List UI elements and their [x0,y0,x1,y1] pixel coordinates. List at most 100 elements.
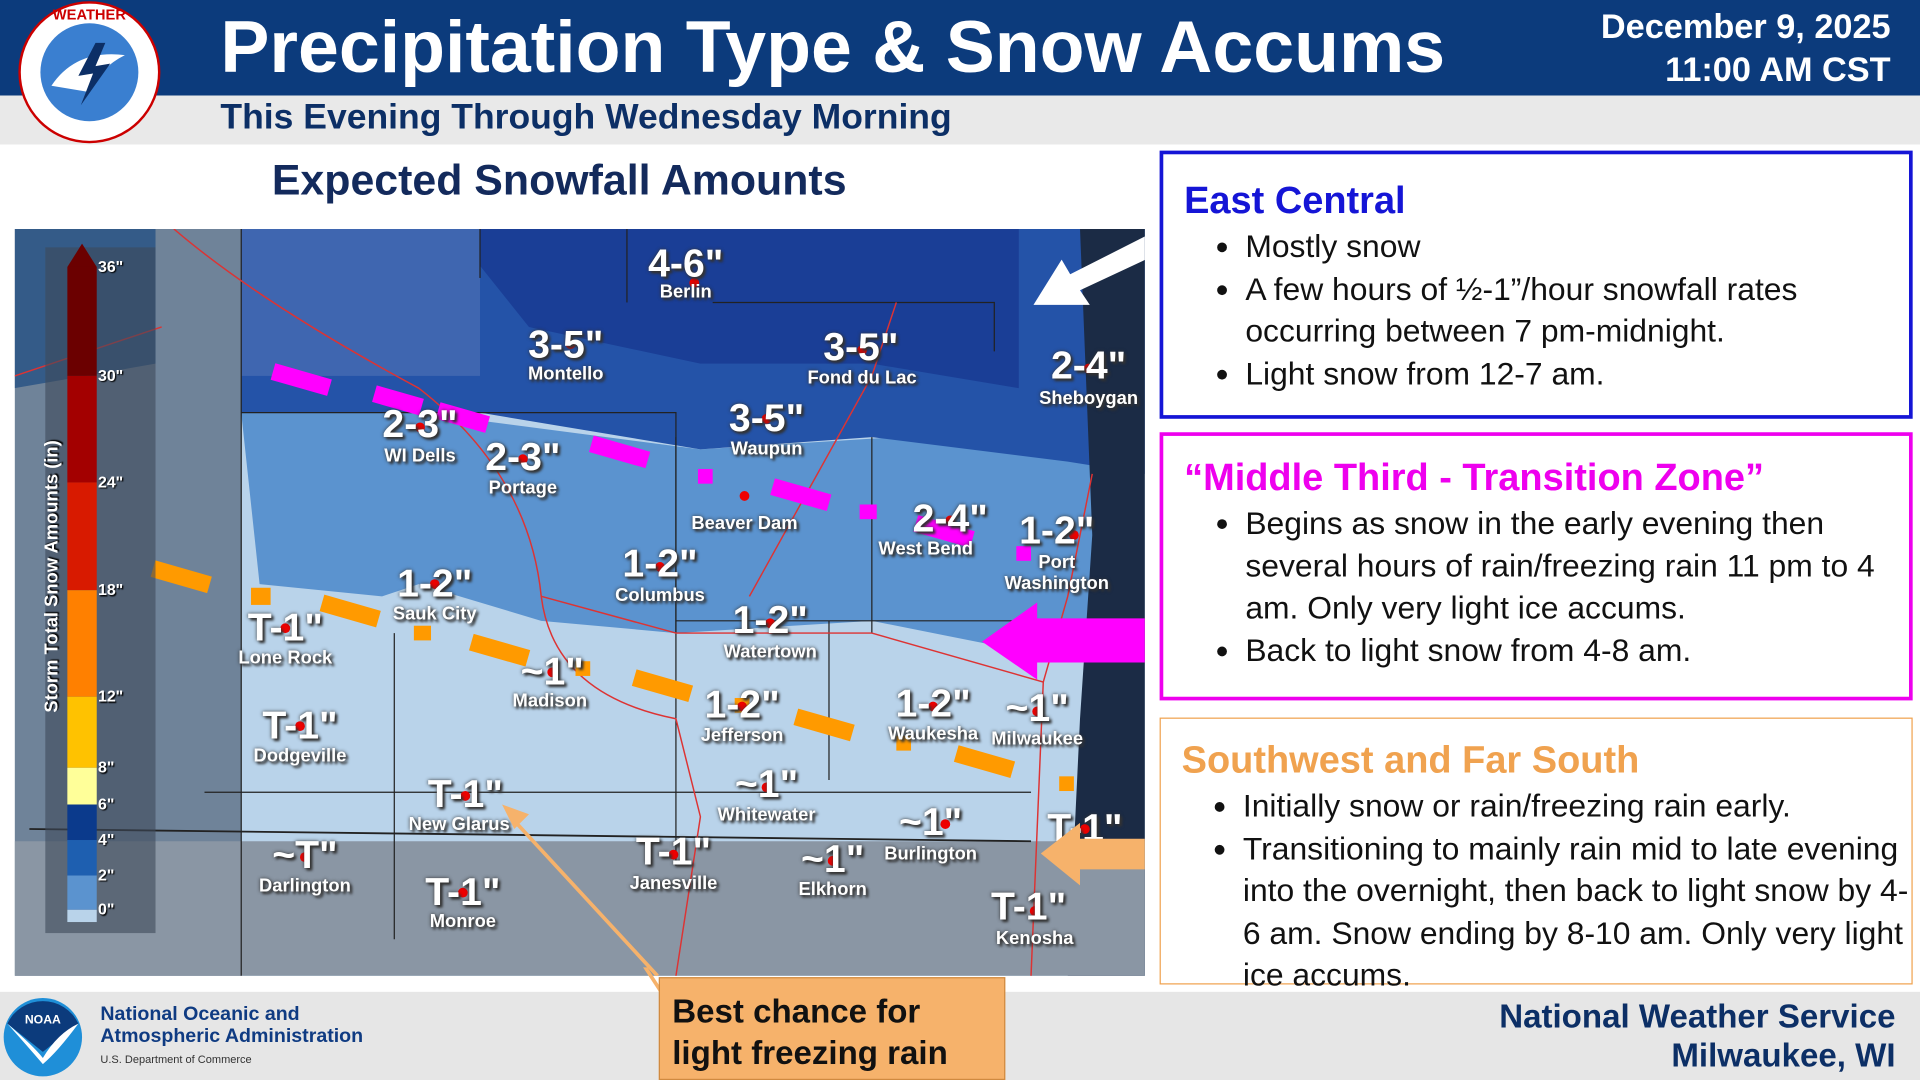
city-label: Madison [512,690,588,712]
legend-swatch [67,875,97,910]
page-subtitle: This Evening Through Wednesday Morning [220,97,952,138]
city-label: Sheboygan [1039,388,1139,409]
city-marker [761,782,772,793]
city-marker [928,701,938,712]
city-label: Columbus [615,585,705,607]
panel-bullet: Back to light snow from 4-8 am. [1245,629,1909,671]
city-marker [655,562,665,572]
legend-tick: 8" [97,757,115,777]
nws-logo: WEATHER [18,1,161,144]
legend-tick: 30" [97,366,124,385]
city-label: Jefferson [700,724,784,746]
city-label: Fond du Lac [807,367,917,389]
snow-amount-label: 2-3" [382,401,458,446]
city-marker [300,852,310,863]
snow-amount-label: T-1" [425,869,501,914]
legend-swatch [67,804,97,841]
snow-amount-label: 2-4" [1050,342,1127,387]
city-label: Lone Rock [238,647,333,669]
city-label: Watertown [723,641,817,663]
city-label: Burlington [884,843,978,865]
city-marker [547,667,558,678]
subtitle-band [0,95,1920,145]
legend-tick: 24" [97,472,124,492]
noaa-line2: Atmospheric Administration [100,1026,364,1047]
issue-datetime: December 9, 2025 11:00 AM CST [1601,5,1891,91]
issue-date: December 9, 2025 [1600,7,1891,46]
city-marker [457,887,468,898]
freezing-rain-arrow-head [502,804,529,829]
svg-text:NOAA: NOAA [25,1013,61,1027]
snowfall-map: 4-6" Berlin 3-5" Montello 3-5" Fond du Lac 3-5… [14,228,1145,976]
legend-tick: 0" [97,900,115,919]
map-title: Expected Snowfall Amounts [271,156,847,205]
snow-amount-label: ~1" [801,836,865,881]
transition-zone-dash [697,468,713,484]
snow-amount-label: 3-5" [728,395,805,440]
forecast-panel: East CentralMostly snowA few hours of ½-… [1159,150,1913,419]
panel-bullet: A few hours of ½-1”/hour snowfall rates … [1245,268,1909,352]
snow-amount-label: ~1" [734,761,799,806]
callout-line2: light freezing rain [672,1034,948,1072]
legend-swatch [67,909,97,923]
city-label: Port Washington [1004,552,1109,594]
snow-amount-label: T-1" [635,828,712,874]
panel-bullet: Mostly snow [1245,225,1909,267]
legend-tick: 36" [97,257,124,276]
snow-amount-label: 1-2" [397,560,473,605]
noaa-dept: U.S. Department of Commerce [100,1053,252,1066]
snow-amount-label: 1-2" [732,597,808,642]
panel-title: “Middle Third - Transition Zone” [1184,455,1765,499]
city-marker [945,515,956,526]
transition-zone-arrow [982,602,1145,680]
legend-tick: 18" [97,580,124,599]
forecast-panel: “Middle Third - Transition Zone”Begins a… [1159,432,1913,701]
freezing-rain-dash [896,735,912,751]
legend-arrow [67,243,97,267]
snow-amount-label: T-1" [990,884,1067,929]
city-label: Sauk City [392,603,477,625]
city-marker [737,701,747,712]
city-label: Whitewater [717,804,816,826]
city-marker [827,855,838,866]
city-label: Montello [527,363,604,385]
office-name: National Weather Service Milwaukee, WI [1499,997,1895,1075]
city-label: Waupun [730,438,803,460]
city-marker [1080,824,1090,834]
snow-amount-label: 1-2" [704,682,780,727]
southwest-arrow [1040,822,1145,886]
city-marker [429,579,440,589]
snow-amount-label: T-1" [427,771,503,816]
legend-tick: 6" [97,794,115,814]
city-label: Kenosha [995,928,1074,949]
snow-amount-label: 4-6" [648,241,724,286]
legend-bar [45,243,156,934]
snow-amount-label: ~1" [520,648,584,694]
city-label: Monroe [429,911,497,932]
city-label: WI Dells [384,445,456,467]
city-label: Waukesha [887,723,979,745]
panel-bullets: Begins as snow in the early evening then… [1163,502,1909,671]
city-label: Janesville [629,873,718,894]
city-label: Portage [488,477,558,499]
city-marker [1083,363,1094,374]
city-marker [1032,706,1043,717]
noaa-logo: NOAA [3,997,83,1077]
city-marker [280,623,291,634]
freezing-rain-dash [251,587,271,605]
panel-title: East Central [1184,178,1406,222]
forecast-panel: Southwest and Far SouthInitially snow or… [1159,717,1913,993]
panel-bullet: Transitioning to mainly rain mid to late… [1243,827,1912,996]
legend-swatch [67,696,97,768]
snow-amount-label: T-1" [262,702,338,747]
legend-swatch [67,482,97,591]
callout-arrow-tail [643,967,663,993]
snow-amount-label: ~1" [898,799,963,844]
city-marker [739,491,750,501]
snow-amount-label: 1-2" [622,541,698,586]
legend-swatch [67,590,97,697]
snow-amount-label: 1-2" [1019,508,1095,553]
freezing-rain-dash [1059,776,1074,792]
panel-title: Southwest and Far South [1181,738,1640,782]
